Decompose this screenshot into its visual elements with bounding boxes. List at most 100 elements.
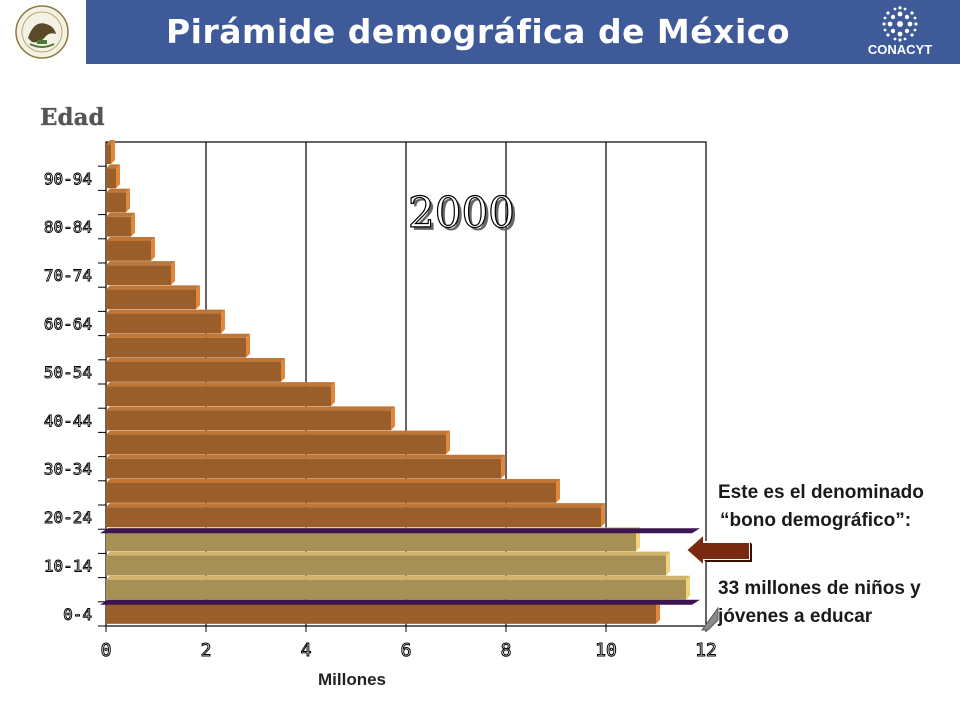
bar-face — [106, 240, 151, 261]
bar-face — [106, 482, 556, 503]
y-tick-label: 40-44 — [44, 411, 92, 430]
x-tick-label: 6 — [401, 640, 412, 661]
bar-5-9 — [106, 575, 690, 600]
bar-50-54 — [106, 357, 285, 382]
bar-face — [106, 265, 171, 286]
bar-top — [106, 551, 670, 556]
bar-side — [111, 140, 115, 165]
bar-side — [556, 478, 560, 503]
bar-side — [131, 212, 135, 237]
bar-90-94 — [106, 164, 120, 189]
mexico-seal-icon — [6, 4, 78, 60]
bar-face — [106, 386, 331, 407]
bar-side — [656, 599, 660, 624]
x-tick-label: 10 — [595, 640, 617, 661]
y-tick-label: 0-4 — [63, 605, 92, 624]
bar-top — [106, 357, 285, 362]
bar-side — [501, 454, 505, 479]
bar-face — [106, 216, 131, 237]
bar-top — [106, 140, 115, 145]
bar-face — [106, 603, 656, 624]
bar-30-34 — [106, 454, 505, 479]
bar-45-49 — [106, 382, 335, 407]
page-title: Pirámide demográfica de México — [166, 12, 790, 51]
x-tick-label: 0 — [101, 640, 112, 661]
bar-top — [106, 430, 450, 435]
chart-title-shadow: 2000 — [411, 191, 518, 240]
bar-face — [106, 289, 196, 310]
axis-layer: 0-410-1420-2430-3440-4450-5460-6470-7480… — [43, 165, 717, 662]
y-tick-label: 30-34 — [44, 460, 92, 479]
bar-70-74 — [106, 261, 175, 286]
highlight-bracket — [100, 599, 700, 605]
bar-95+ — [106, 140, 115, 165]
bar-top — [106, 333, 250, 338]
conacyt-logo-text: CONACYT — [867, 42, 933, 57]
bar-face — [106, 192, 126, 213]
y-tick-label: 20-24 — [44, 508, 92, 527]
x-tick-label: 8 — [501, 640, 512, 661]
population-pyramid-chart: 0-410-1420-2430-3440-4450-5460-6470-7480… — [40, 104, 717, 689]
bar-top — [106, 285, 200, 290]
bar-face — [106, 168, 116, 189]
bars-layer — [100, 140, 700, 624]
bar-20-24 — [106, 503, 605, 528]
bar-65-69 — [106, 285, 200, 310]
bar-10-14 — [106, 551, 670, 576]
bar-side — [446, 430, 450, 455]
bar-top — [106, 164, 120, 169]
bar-side — [601, 503, 605, 528]
annotation-line: Este es el denominado — [718, 482, 924, 503]
bar-side — [391, 406, 395, 431]
bar-side — [221, 309, 225, 334]
annotation-line: jóvenes a educar — [718, 606, 873, 627]
bar-top — [106, 212, 135, 217]
bracket-wedge-icon — [701, 606, 719, 631]
bar-40-44 — [106, 406, 395, 431]
bar-85-89 — [106, 188, 130, 213]
conacyt-emblem-icon — [882, 6, 918, 42]
bar-face — [106, 531, 636, 552]
bono-annotation: Este es el denominado “bono demográfico”… — [718, 479, 924, 535]
x-tick-label: 4 — [301, 640, 312, 661]
bar-35-39 — [106, 430, 450, 455]
x-tick-label: 12 — [695, 640, 717, 661]
bar-25-29 — [106, 478, 560, 503]
y-tick-label: 10-14 — [44, 557, 92, 576]
bar-75-79 — [106, 236, 155, 261]
bar-top — [106, 406, 395, 411]
bar-top — [106, 261, 175, 266]
bar-side — [281, 357, 285, 382]
bar-side — [116, 164, 120, 189]
y-tick-label: 80-84 — [44, 218, 92, 237]
y-axis-title: Edad — [40, 104, 105, 131]
bar-face — [106, 410, 391, 431]
bar-face — [106, 337, 246, 358]
left-arrow-icon — [684, 532, 752, 568]
bar-top — [106, 382, 335, 387]
bar-side — [171, 261, 175, 286]
bar-top — [106, 575, 690, 580]
bar-top — [106, 478, 560, 483]
chart-title: 2000 — [408, 188, 515, 237]
x-tick-label: 2 — [201, 640, 212, 661]
bar-side — [151, 236, 155, 261]
y-tick-label: 90-94 — [44, 169, 92, 188]
y-tick-label: 50-54 — [44, 363, 92, 382]
bar-side — [246, 333, 250, 358]
header: Pirámide demográfica de México CONACYT — [0, 0, 960, 64]
bar-top — [106, 454, 505, 459]
annotation-line: “bono demográfico”: — [720, 510, 912, 531]
bar-top — [106, 503, 605, 508]
bar-face — [106, 507, 601, 528]
bar-side — [686, 575, 690, 600]
x-axis-title: Millones — [318, 670, 386, 689]
bar-top — [106, 188, 130, 193]
conacyt-logo: CONACYT — [852, 6, 948, 60]
bar-top — [106, 236, 155, 241]
bar-80-84 — [106, 212, 135, 237]
bar-top — [106, 309, 225, 314]
bar-face — [106, 361, 281, 382]
bar-60-64 — [106, 309, 225, 334]
bar-face — [106, 458, 501, 479]
